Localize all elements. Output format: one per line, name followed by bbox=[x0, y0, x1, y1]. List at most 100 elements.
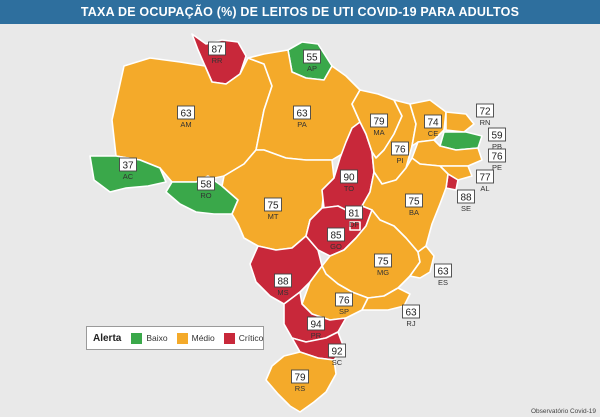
value-box bbox=[293, 105, 311, 120]
state-df[interactable] bbox=[349, 221, 361, 231]
state-abbr: BA bbox=[409, 208, 419, 217]
value-box bbox=[291, 369, 309, 384]
legend-item-medio: Médio bbox=[176, 332, 215, 344]
state-value: 81 bbox=[348, 209, 360, 220]
value-box bbox=[405, 193, 423, 208]
state-abbr: RS bbox=[295, 384, 305, 393]
state-value: 75 bbox=[267, 201, 279, 212]
state-value: 63 bbox=[437, 267, 449, 278]
state-abbr: RR bbox=[212, 56, 223, 65]
state-abbr: PB bbox=[492, 142, 502, 151]
value-box bbox=[274, 273, 292, 288]
map-title: TAXA DE OCUPAÇÃO (%) DE LEITOS DE UTI CO… bbox=[0, 0, 600, 24]
state-value: 88 bbox=[460, 193, 472, 204]
state-abbr: PE bbox=[492, 163, 502, 172]
value-box bbox=[208, 41, 226, 56]
state-abbr: RJ bbox=[406, 319, 415, 328]
state-value: 58 bbox=[200, 180, 212, 191]
legend-swatch-medio bbox=[176, 332, 188, 344]
legend-label-baixo: Baixo bbox=[146, 333, 168, 343]
state-abbr: AP bbox=[307, 64, 317, 73]
legend-label-critico: Crítico bbox=[238, 333, 264, 343]
state-abbr: MG bbox=[377, 268, 389, 277]
state-value: 59 bbox=[491, 131, 503, 142]
state-abbr: PR bbox=[311, 331, 322, 340]
value-box bbox=[327, 227, 345, 242]
value-box bbox=[345, 205, 363, 220]
state-value: 76 bbox=[338, 296, 350, 307]
state-abbr: AM bbox=[180, 120, 191, 129]
value-box bbox=[434, 263, 452, 278]
value-box bbox=[264, 197, 282, 212]
state-value: 90 bbox=[343, 173, 355, 184]
state-abbr: PI bbox=[396, 156, 403, 165]
state-value: 88 bbox=[277, 277, 289, 288]
state-value: 79 bbox=[373, 117, 385, 128]
state-value: 92 bbox=[331, 347, 343, 358]
value-box bbox=[476, 169, 494, 184]
state-abbr: TO bbox=[344, 184, 354, 193]
state-es[interactable] bbox=[409, 245, 435, 279]
value-box bbox=[119, 157, 137, 172]
state-abbr: RO bbox=[200, 191, 211, 200]
state-value: 94 bbox=[310, 320, 322, 331]
value-box bbox=[335, 292, 353, 307]
state-abbr: RN bbox=[480, 118, 491, 127]
state-abbr: AL bbox=[480, 184, 489, 193]
legend: Alerta Baixo Médio Crítico bbox=[86, 326, 264, 350]
value-box bbox=[374, 253, 392, 268]
value-box bbox=[370, 113, 388, 128]
state-value: 63 bbox=[405, 308, 417, 319]
state-abbr: SE bbox=[461, 204, 471, 213]
state-value: 37 bbox=[122, 161, 134, 172]
state-value: 87 bbox=[211, 45, 223, 56]
state-abbr: MT bbox=[268, 212, 279, 221]
value-box bbox=[340, 169, 358, 184]
state-abbr: PA bbox=[297, 120, 306, 129]
state-abbr: SC bbox=[332, 358, 343, 367]
state-rn[interactable] bbox=[445, 111, 475, 133]
value-box bbox=[303, 49, 321, 64]
value-box bbox=[476, 103, 494, 118]
state-abbr: GO bbox=[330, 242, 342, 251]
state-value: 77 bbox=[479, 173, 491, 184]
value-box bbox=[402, 304, 420, 319]
value-box bbox=[424, 114, 442, 129]
state-abbr: DF bbox=[349, 220, 359, 229]
legend-item-critico: Crítico bbox=[223, 332, 264, 344]
state-value: 74 bbox=[427, 118, 439, 129]
state-value: 63 bbox=[180, 109, 192, 120]
value-box bbox=[307, 316, 325, 331]
state-abbr: AC bbox=[123, 172, 134, 181]
legend-item-baixo: Baixo bbox=[131, 332, 168, 344]
state-value: 63 bbox=[296, 109, 308, 120]
state-value: 85 bbox=[330, 231, 342, 242]
state-abbr: MA bbox=[373, 128, 384, 137]
state-value: 79 bbox=[294, 373, 306, 384]
state-abbr: MS bbox=[277, 288, 288, 297]
state-value: 72 bbox=[479, 107, 491, 118]
